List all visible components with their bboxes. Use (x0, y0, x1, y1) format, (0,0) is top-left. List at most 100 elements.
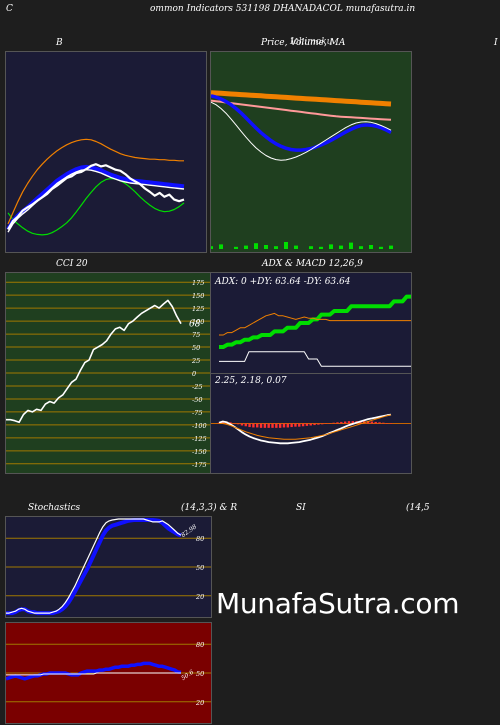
volume-bar (389, 245, 393, 249)
macd-series-1 (219, 414, 392, 440)
macd-histogram-bar (271, 423, 274, 428)
macd-histogram-bar (233, 423, 236, 424)
rsi-chart-svg: 80 50 20 50.6 (6, 641, 211, 707)
volume-bar (274, 246, 278, 249)
volume-bar (329, 244, 333, 249)
adx-panel: ADX: 0 +DY: 63.64 -DY: 63.64 (210, 272, 412, 374)
cci-tick-label: -25 (192, 383, 202, 391)
stochastics-panel: 80 50 20 82.98 (5, 516, 212, 618)
rsi-series-0 (6, 661, 182, 681)
macd-histogram-bar (324, 423, 328, 424)
rsi-tick-label: 20 (195, 699, 204, 707)
adx-series-1 (219, 312, 411, 336)
macd-histogram-bar (294, 423, 297, 427)
price-panel-edge-letter: I (494, 38, 498, 48)
watermark: MunafaSutra.com (216, 587, 460, 620)
price-chart-svg (211, 90, 393, 249)
volume-bar (379, 246, 383, 249)
adx-series-0 (219, 294, 411, 349)
cci-value-label: 68 (189, 320, 201, 330)
adx-series-2 (219, 351, 411, 367)
cci-tick-label: 100 (192, 318, 204, 326)
rsi-tick-label: 50 (196, 670, 204, 678)
macd-histogram-bar (263, 423, 267, 428)
macd-histogram-bar (286, 423, 289, 428)
adx-panel-title: ADX & MACD 12,26,9 (262, 259, 363, 269)
stoch-tick-label: 50 (196, 564, 204, 572)
cci-panel: 175 150 125 100 75 50 25 0 -25 -50 -75 -100 -125 -150… (5, 272, 212, 474)
macd-series-0 (218, 413, 392, 445)
volume-bar (369, 245, 373, 249)
macd-histogram-bar (305, 423, 309, 426)
stoch-title-rsi: SI (296, 503, 306, 513)
volume-bar (349, 242, 353, 249)
bb-panel-title: B (56, 38, 63, 48)
macd-histogram-bar (282, 423, 286, 428)
rsi-panel: 80 50 20 50.6 (5, 622, 212, 724)
price-series-1 (211, 99, 392, 121)
rsi-value-label: 50.6 (180, 669, 195, 683)
cci-tick-label: 0 (192, 370, 196, 378)
volume-bar (359, 246, 363, 249)
macd-histogram-bar (313, 423, 316, 426)
rsi-tick-label: 80 (196, 641, 204, 649)
volume-bar (284, 242, 288, 249)
volume-bar (219, 244, 223, 249)
price-panel (210, 51, 412, 253)
macd-histogram-bar (351, 421, 354, 424)
macd-histogram-bar (252, 423, 255, 428)
stoch-title-left: Stochastics (28, 503, 81, 513)
bb-series-0 (7, 177, 185, 236)
cci-tick-label: -175 (192, 461, 207, 469)
stoch-tick-label: 20 (195, 593, 204, 601)
price-series-2 (211, 94, 392, 152)
stoch-title-right: (14,5 (406, 503, 430, 513)
price-series-3 (211, 101, 392, 161)
cci-tick-label: -50 (192, 396, 202, 404)
cci-tick-label: 125 (192, 305, 204, 313)
bollinger-chart-svg (6, 138, 185, 236)
macd-histogram-bar (298, 423, 301, 427)
cci-tick-label: 150 (192, 292, 204, 300)
macd-histogram-bar (321, 423, 324, 425)
macd-histogram-bar (244, 423, 247, 427)
macd-histogram-bar (328, 423, 332, 424)
volume-bar (234, 246, 238, 249)
adx-chart-svg (219, 294, 411, 367)
price-panel-title-overlap: Ichimoku (290, 37, 333, 47)
macd-histogram-bar (248, 423, 251, 428)
cci-chart-svg: 175 150 125 100 75 50 25 0 -25 -50 -75 -100 -125 -150… (6, 279, 211, 469)
macd-histogram-bar (236, 423, 240, 425)
cci-tick-label: 175 (192, 279, 204, 287)
macd-histogram-bar (229, 422, 232, 424)
stoch-title-mid: (14,3,3) & R (181, 503, 238, 513)
price-series-0 (211, 90, 392, 107)
stoch-series-1 (6, 518, 182, 614)
macd-histogram-bar (385, 423, 389, 424)
cci-tick-label: 50 (192, 344, 200, 352)
header-left-letter: C (6, 4, 13, 14)
cci-panel-title: CCI 20 (56, 259, 88, 269)
macd-histogram-bar (256, 423, 259, 428)
macd-histogram-bar (259, 423, 263, 428)
volume-bar (254, 243, 258, 249)
stoch-tick-label: 80 (196, 535, 204, 543)
cci-tick-label: -150 (192, 448, 207, 456)
macd-histogram-bar (332, 422, 335, 424)
adx-readout: ADX: 0 +DY: 63.64 -DY: 63.64 (215, 277, 351, 287)
cci-tick-label: 75 (192, 331, 200, 339)
macd-histogram-bar (382, 422, 385, 424)
volume-bar (294, 245, 298, 249)
macd-histogram-bar (370, 421, 374, 424)
macd-histogram-bar (336, 422, 339, 424)
macd-histogram-bar (389, 423, 393, 424)
volume-bar (319, 246, 323, 249)
price-panel-title: Price, Volume, MA (261, 38, 346, 48)
macd-histogram-bar (290, 423, 293, 428)
macd-histogram-bar (301, 423, 305, 427)
volume-bar (211, 246, 213, 249)
volume-bar (264, 245, 268, 249)
macd-panel: 2.25, 2.18, 0.07 (210, 373, 412, 474)
bb-series-1 (6, 164, 185, 231)
